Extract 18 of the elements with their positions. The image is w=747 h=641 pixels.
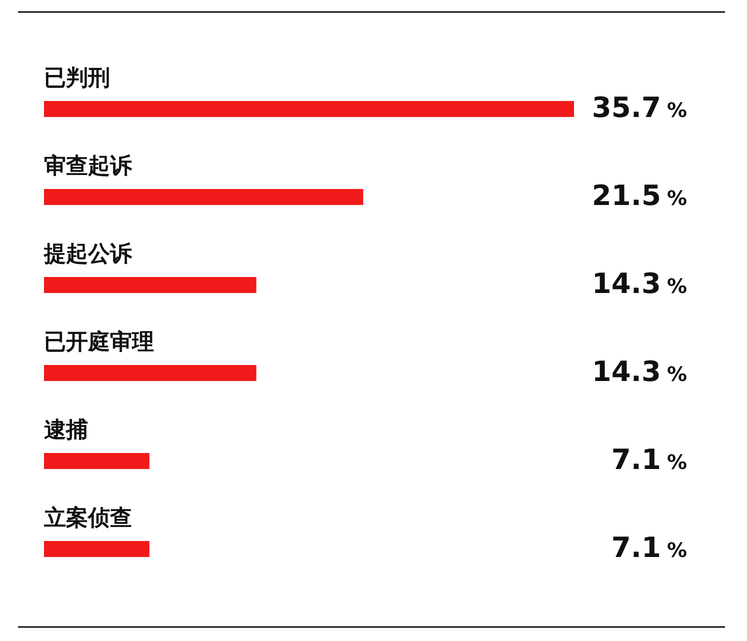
y-tick-label: 逮捕 [44,417,88,443]
data-label: 35.7 % [592,91,687,124]
data-label: 14.3 % [592,267,687,300]
y-tick-label: 已开庭审理 [44,329,154,355]
y-tick-label: 立案侦查 [43,505,132,531]
bar [44,365,256,381]
data-label: 21.5 % [592,179,687,212]
data-label: 7.1 % [611,443,687,476]
y-tick-label: 提起公诉 [43,242,133,267]
bar [44,453,150,469]
y-tick-label: 审查起诉 [44,153,133,179]
y-tick-label: 已判刑 [44,66,110,91]
bar [44,189,364,205]
bar [44,541,150,557]
data-label: 7.1 % [611,531,687,564]
bar [44,101,574,117]
data-label: 14.3 % [592,355,687,388]
bar [44,277,256,293]
